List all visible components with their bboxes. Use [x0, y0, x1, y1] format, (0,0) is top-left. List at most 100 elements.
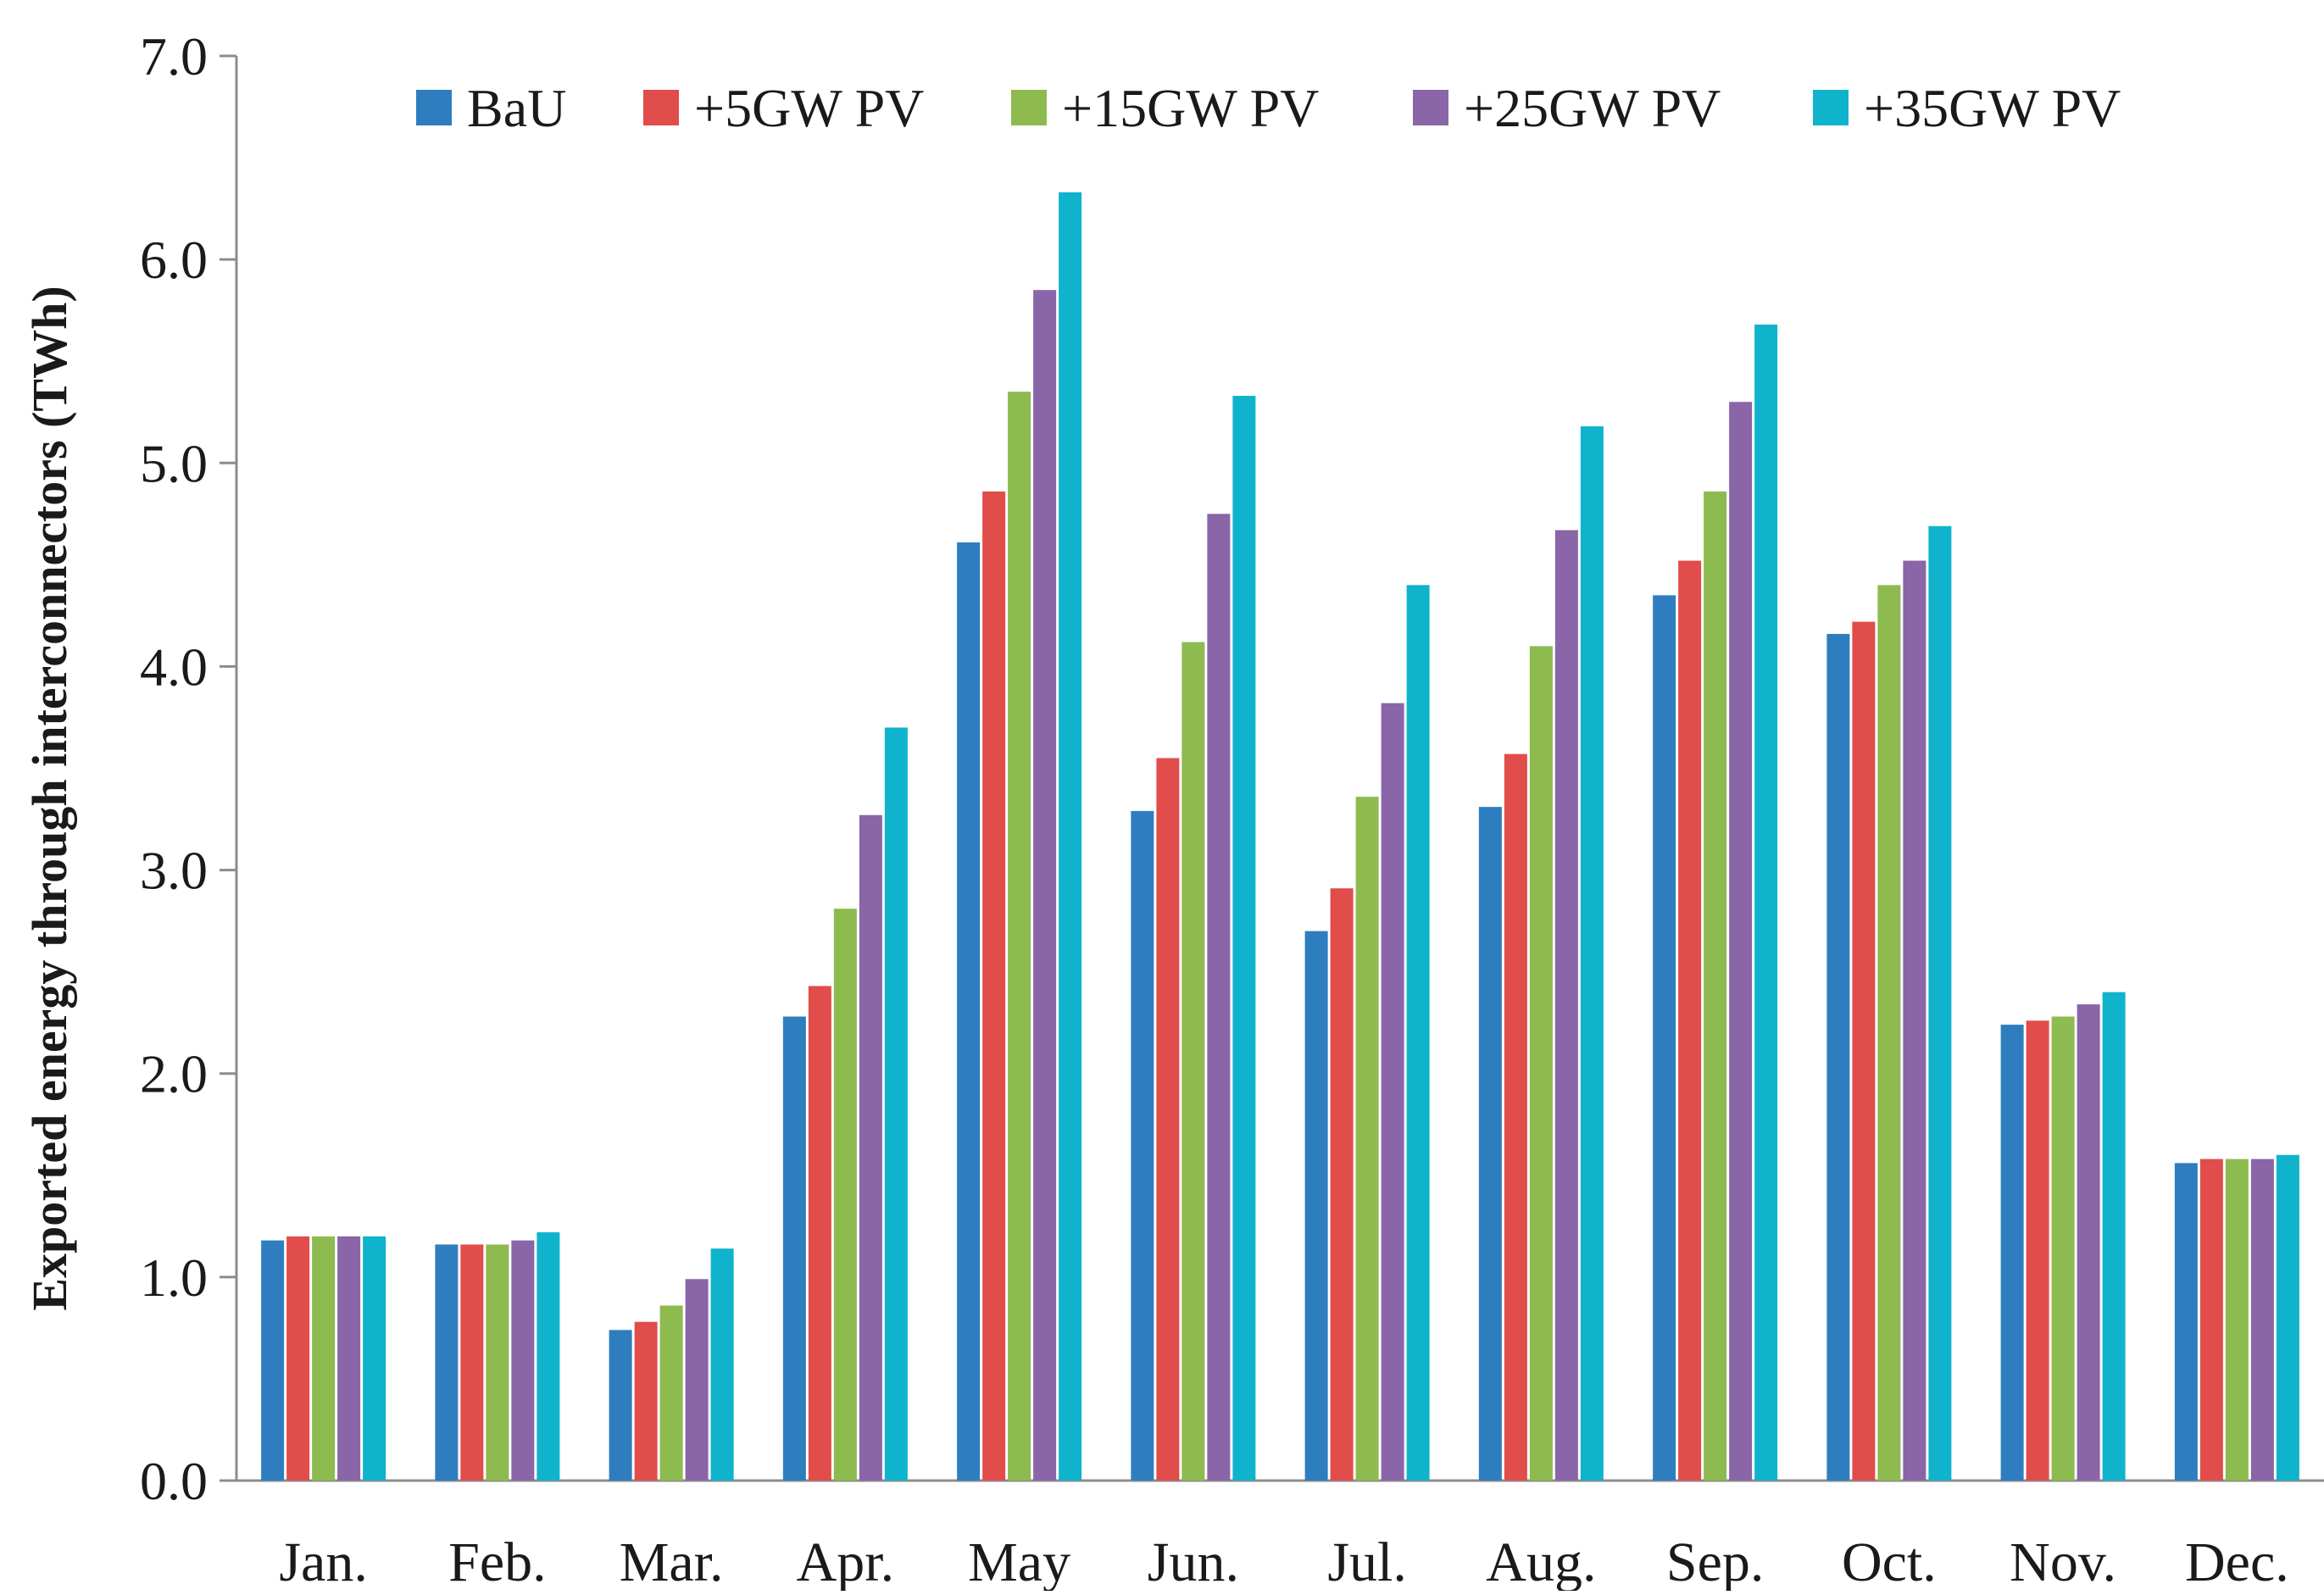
legend-swatch	[416, 90, 452, 125]
bar	[1008, 392, 1031, 1481]
x-category-label: Jun.	[1148, 1531, 1239, 1591]
bar	[2051, 1016, 2075, 1481]
x-category-label: May	[968, 1531, 1070, 1591]
y-axis-title: Exported energy through interconnectors …	[22, 286, 77, 1310]
bar	[634, 1321, 658, 1481]
bars	[261, 192, 2299, 1481]
bar	[537, 1232, 560, 1481]
x-category-label: Feb.	[448, 1531, 547, 1591]
bar	[1729, 402, 1753, 1481]
y-tick-label: 0.0	[140, 1451, 208, 1511]
bar	[1754, 324, 1778, 1481]
bar	[1207, 514, 1231, 1481]
x-category-label: Dec.	[2185, 1531, 2289, 1591]
bar	[782, 1016, 806, 1481]
legend-label: +25GW PV	[1464, 78, 1721, 138]
bar	[1928, 525, 1952, 1481]
bar	[2199, 1159, 2223, 1481]
y-tick-label: 1.0	[140, 1248, 208, 1308]
legend-swatch	[1413, 90, 1448, 125]
bar	[859, 814, 882, 1481]
bar	[1653, 595, 1676, 1481]
legend-item: BaU	[416, 78, 566, 138]
bar	[1877, 585, 1901, 1481]
bar	[685, 1279, 709, 1481]
bar	[833, 909, 857, 1481]
bar	[363, 1236, 386, 1481]
legend-label: BaU	[467, 78, 566, 138]
bar	[1330, 888, 1354, 1481]
legend-item: +15GW PV	[1011, 78, 1319, 138]
axes: 0.0 1.0 2.0 3.0 4.0 5.0 6.0 7.0 Jan. Feb. Mar. Apr.…	[140, 26, 2324, 1593]
bar	[1903, 560, 1926, 1481]
bar	[261, 1240, 285, 1481]
x-category-label: Aug.	[1486, 1531, 1596, 1591]
y-tick-label: 7.0	[140, 26, 208, 86]
bar	[2174, 1163, 2198, 1481]
bar	[1678, 560, 1702, 1481]
y-tick-label: 2.0	[140, 1044, 208, 1104]
x-category-label: Oct.	[1842, 1531, 1937, 1591]
bar	[1704, 491, 1727, 1481]
bar	[2000, 1025, 2024, 1481]
bar	[2250, 1159, 2274, 1481]
bar	[1504, 753, 1527, 1481]
bar	[2077, 1004, 2100, 1481]
bar	[1156, 758, 1180, 1481]
legend-item: +25GW PV	[1413, 78, 1721, 138]
bar	[609, 1330, 632, 1481]
bar	[957, 542, 981, 1481]
bar	[1304, 931, 1328, 1481]
bar	[511, 1240, 535, 1481]
bar	[1181, 642, 1205, 1481]
bar	[2276, 1154, 2299, 1481]
x-category-label: Sep.	[1666, 1531, 1765, 1591]
bar	[1580, 426, 1604, 1481]
bar	[659, 1305, 683, 1481]
bar	[460, 1244, 484, 1481]
legend-item: +5GW PV	[643, 78, 924, 138]
bar	[312, 1236, 336, 1481]
bar	[2102, 992, 2126, 1481]
x-category-label: Mar.	[620, 1531, 724, 1591]
x-category-label: Nov.	[2010, 1531, 2116, 1591]
bar	[1406, 585, 1430, 1481]
bar	[486, 1244, 509, 1481]
x-category-label: Apr.	[797, 1531, 895, 1591]
y-tick-label: 4.0	[140, 636, 208, 697]
bar	[435, 1244, 459, 1481]
bar	[1554, 530, 1578, 1481]
legend-swatch	[1011, 90, 1047, 125]
bar	[1355, 797, 1379, 1481]
bar	[2026, 1020, 2049, 1481]
bar	[710, 1248, 734, 1481]
bar	[1033, 290, 1057, 1481]
x-category-label: Jul.	[1327, 1531, 1407, 1591]
y-tick-label: 6.0	[140, 230, 208, 290]
bar	[1478, 807, 1502, 1481]
bar	[884, 727, 908, 1481]
bar	[286, 1236, 310, 1481]
bar	[808, 986, 831, 1481]
legend-label: +5GW PV	[694, 78, 924, 138]
legend-swatch	[1813, 90, 1849, 125]
bar	[1131, 810, 1154, 1481]
bar	[1232, 396, 1256, 1481]
bar	[1381, 703, 1404, 1481]
legend-swatch	[643, 90, 679, 125]
legend: BaU +5GW PV +15GW PV +25GW PV +35GW PV	[416, 78, 2121, 138]
y-tick-label: 5.0	[140, 433, 208, 493]
bar	[337, 1236, 361, 1481]
legend-item: +35GW PV	[1813, 78, 2121, 138]
bar	[1059, 192, 1082, 1481]
y-tick-label: 3.0	[140, 841, 208, 901]
legend-label: +15GW PV	[1062, 78, 1319, 138]
bar	[1852, 621, 1876, 1481]
bar	[2225, 1159, 2249, 1481]
bar	[1826, 634, 1850, 1481]
x-category-label: Jan.	[279, 1531, 367, 1591]
bar	[982, 491, 1006, 1481]
legend-label: +35GW PV	[1864, 78, 2121, 138]
